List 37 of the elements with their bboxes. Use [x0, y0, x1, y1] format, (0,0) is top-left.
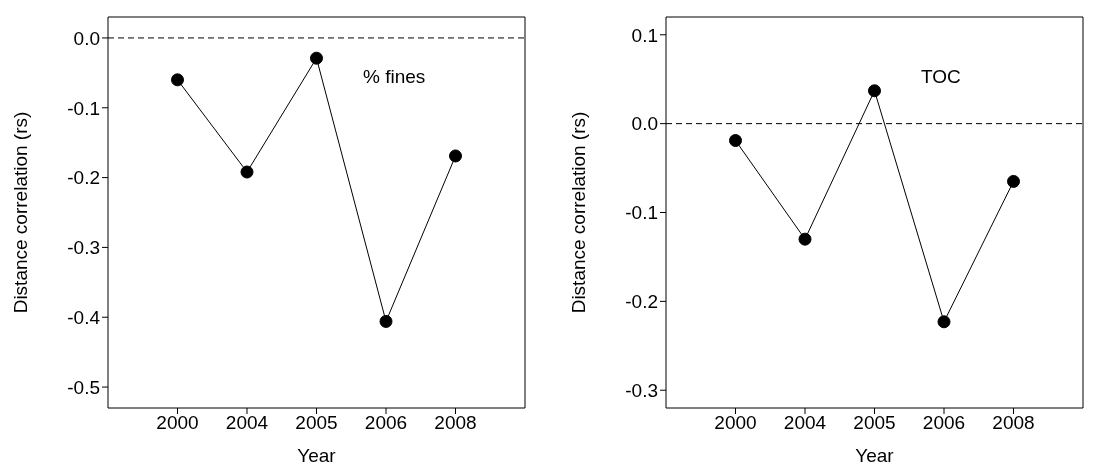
annotation: TOC	[921, 66, 961, 88]
y-tick-label: -0.1	[67, 97, 100, 119]
y-tick-label: -0.5	[67, 376, 100, 398]
y-axis-title: Distance correlation (rs)	[567, 111, 589, 314]
y-tick-label: -0.3	[67, 237, 100, 259]
y-tick-label: -0.2	[67, 167, 100, 189]
y-tick-label: -0.2	[625, 291, 658, 313]
x-axis-title: Year	[855, 445, 895, 466]
point	[449, 149, 462, 163]
x-tick-label: 2006	[922, 412, 966, 434]
point	[1007, 174, 1020, 188]
x-tick-label: 2004	[783, 412, 827, 434]
y-tick-label: 0.0	[631, 113, 658, 135]
point	[171, 73, 184, 87]
point	[379, 314, 393, 328]
point	[937, 315, 951, 329]
x-tick-label: 2005	[853, 412, 896, 434]
point	[729, 134, 742, 148]
x-tick-label: 2008	[434, 412, 477, 434]
y-axis-title: Distance correlation (rs)	[9, 111, 31, 314]
x-axis-title: Year	[297, 445, 337, 466]
y-tick-label: 0.1	[631, 24, 658, 46]
x-tick-label: 2000	[714, 412, 757, 434]
point	[868, 84, 881, 98]
x-tick-label: 2006	[364, 412, 408, 434]
x-tick-label: 2000	[156, 412, 199, 434]
x-tick-label: 2005	[295, 412, 338, 434]
annotation: % fines	[363, 66, 426, 88]
x-tick-label: 2008	[992, 412, 1035, 434]
point	[310, 51, 323, 65]
x-tick-label: 2004	[225, 412, 269, 434]
point	[240, 165, 254, 179]
y-tick-label: -0.1	[625, 202, 658, 224]
point	[798, 232, 812, 246]
y-tick-label: -0.4	[67, 306, 101, 328]
y-tick-label: -0.3	[625, 379, 658, 401]
y-tick-label: 0.0	[73, 27, 100, 49]
